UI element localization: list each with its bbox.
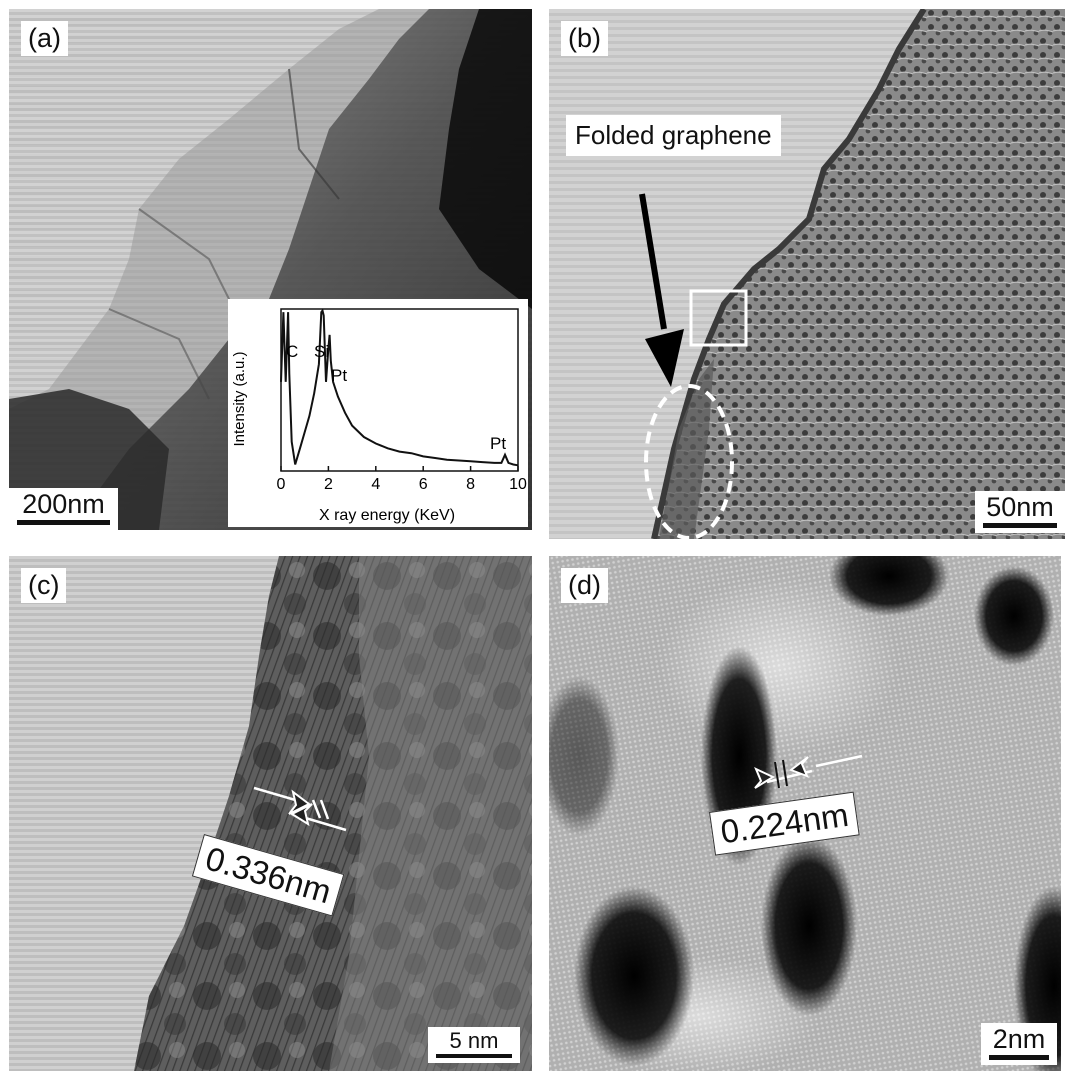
edx-x-ticks: 0 2 4 6 8 10 — [277, 466, 527, 493]
edx-x-tick-label: 4 — [371, 476, 380, 493]
scale-bar-a-line — [17, 520, 110, 525]
panel-b: (b) Folded graphene 50nm — [549, 9, 1065, 539]
scale-bar-c: 5 nm — [428, 1026, 520, 1063]
edx-x-tick-label: 0 — [277, 476, 286, 493]
scale-bar-b-line — [983, 523, 1057, 528]
peak-label-pt-2: Pt — [490, 434, 506, 453]
panel-a-label: (a) — [21, 21, 68, 57]
folded-graphene-callout: Folded graphene — [566, 115, 781, 156]
edx-spectrum-chart: 0 2 4 6 8 10 X ray energy (KeV) Intensity (a.… — [231, 308, 527, 524]
hrtem-image-c — [9, 556, 532, 1071]
edx-inset: 0 2 4 6 8 10 X ray energy (KeV) Intensity (a.… — [228, 299, 528, 527]
edx-plot-frame — [280, 308, 519, 472]
panel-c: (c) 0.336nm 5 nm — [9, 556, 532, 1071]
panel-a: (a) 200nm 0 2 4 6 8 10 X ray energy (KeV) Int… — [9, 9, 532, 530]
scale-bar-b: 50nm — [975, 491, 1065, 533]
scale-bar-c-label: 5 nm — [449, 1027, 499, 1053]
scale-bar-d: 2nm — [981, 1023, 1057, 1065]
edx-x-tick-label: 8 — [466, 476, 475, 493]
peak-label-si: Si — [314, 342, 329, 361]
edx-x-tick-label: 6 — [419, 476, 428, 493]
panel-d-label: (d) — [561, 568, 608, 604]
panel-c-label: (c) — [21, 568, 67, 604]
edx-y-axis-label: Intensity (a.u.) — [231, 351, 248, 446]
scale-bar-a: 200nm — [9, 488, 118, 530]
scale-bar-a-label: 200nm — [22, 489, 105, 520]
peak-label-pt: Pt — [331, 366, 347, 385]
edx-spectrum-line — [280, 308, 519, 467]
edx-x-tick-label: 10 — [509, 476, 527, 493]
scale-bar-d-label: 2nm — [992, 1024, 1046, 1055]
panel-b-label: (b) — [561, 21, 608, 57]
edx-x-axis-label: X ray energy (KeV) — [319, 507, 455, 524]
scale-bar-d-line — [989, 1055, 1049, 1060]
tem-image-b — [549, 9, 1065, 539]
scale-bar-b-label: 50nm — [986, 492, 1054, 523]
peak-label-c: C — [286, 342, 298, 361]
edx-axes — [280, 308, 519, 472]
edx-x-tick-label: 2 — [324, 476, 333, 493]
scale-bar-c-line — [436, 1054, 512, 1058]
panel-d: (d) 0.224nm 2nm — [549, 556, 1061, 1071]
